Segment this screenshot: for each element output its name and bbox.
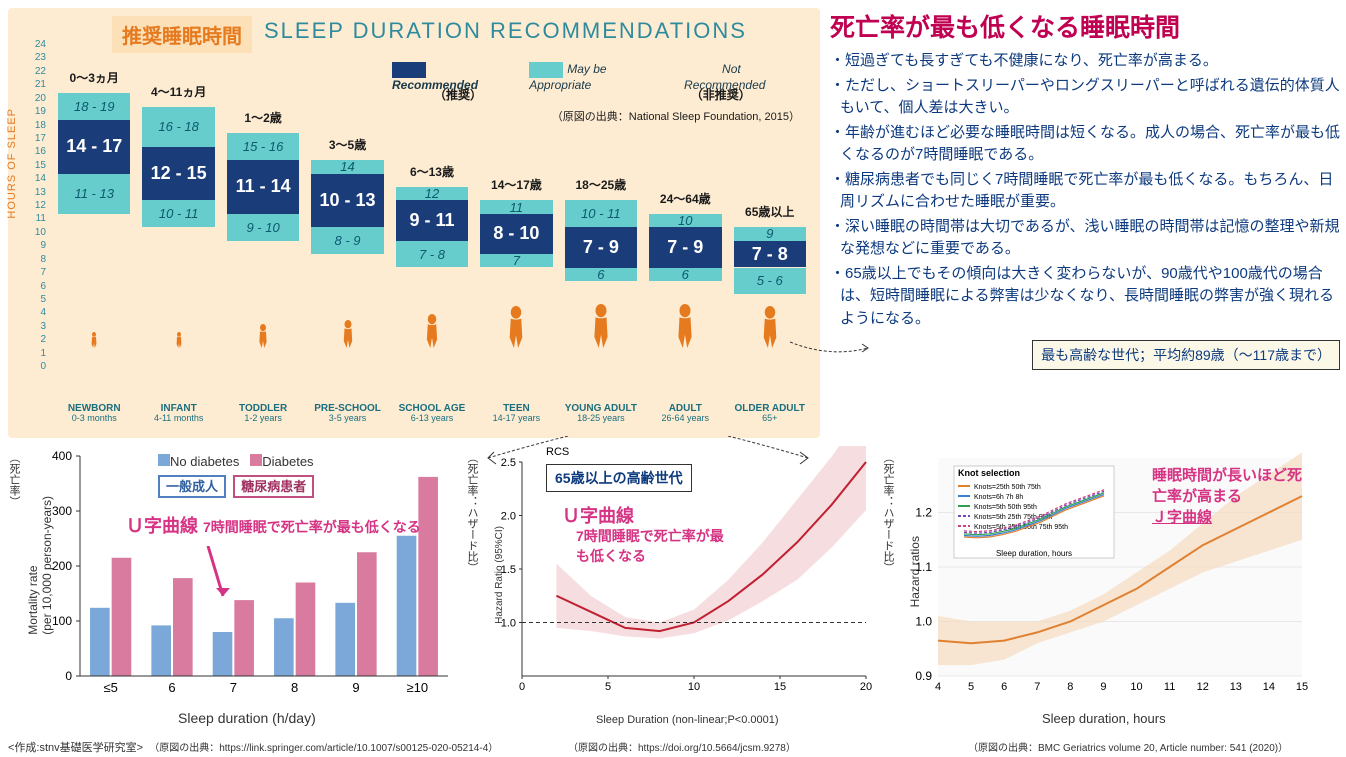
elderly-hazard-chart: RCS （死亡率：ハザード比） Hazard Ratio (95%CI) 1.0… xyxy=(466,446,876,726)
main-title-jp: 推奨睡眠時間 xyxy=(112,16,252,53)
svg-text:14: 14 xyxy=(1263,681,1275,693)
svg-text:8: 8 xyxy=(1067,681,1073,693)
diabetes-bar-chart: （死亡率） Mortality rate(per 10,000 person-y… xyxy=(8,446,460,726)
svg-text:11: 11 xyxy=(1164,681,1175,693)
svg-text:1.0: 1.0 xyxy=(915,615,932,629)
elderly-box-label: 65歳以上の高齢世代 xyxy=(546,464,692,492)
footer: <作成:stnv基礎医学研究室> （原図の出典：https://link.spr… xyxy=(8,739,1338,755)
bullet-list: ・短過ぎても長すぎても不健康になり、死亡率が高まる。・ただし、ショートスリーパー… xyxy=(830,50,1340,330)
svg-text:8: 8 xyxy=(291,680,298,695)
svg-text:1.0: 1.0 xyxy=(501,618,516,630)
svg-text:0: 0 xyxy=(519,681,525,693)
svg-text:9: 9 xyxy=(352,680,359,695)
svg-text:100: 100 xyxy=(52,614,72,628)
svg-text:0: 0 xyxy=(65,669,72,683)
oldest-generation-box: 最も高齢な世代；平均約89歳（～117歳まで） xyxy=(1032,340,1340,370)
svg-text:≥10: ≥10 xyxy=(407,680,429,695)
svg-text:7: 7 xyxy=(1034,681,1040,693)
sleep-recommendation-chart: 推奨睡眠時間 SLEEP DURATION RECOMMENDATIONS HO… xyxy=(8,8,820,438)
svg-text:200: 200 xyxy=(52,559,72,573)
svg-text:1.5: 1.5 xyxy=(501,564,516,576)
svg-text:0.9: 0.9 xyxy=(915,669,932,683)
svg-text:1.1: 1.1 xyxy=(915,560,932,574)
svg-text:2.0: 2.0 xyxy=(501,511,516,523)
svg-text:Knots=5th 50th 95th: Knots=5th 50th 95th xyxy=(974,504,1037,511)
oldest-jcurve-chart: （死亡率：ハザード比） Hazard ratios 0.91.01.11.245… xyxy=(882,446,1312,726)
svg-text:5: 5 xyxy=(968,681,974,693)
svg-text:15: 15 xyxy=(774,681,786,693)
svg-text:Knots=6h 7h 8h: Knots=6h 7h 8h xyxy=(974,494,1023,501)
svg-text:400: 400 xyxy=(52,449,72,463)
svg-text:≤5: ≤5 xyxy=(103,680,117,695)
sub1-xlabel: Sleep duration (h/day) xyxy=(178,710,316,726)
svg-text:2.5: 2.5 xyxy=(501,457,516,469)
age-columns: 0～3ヵ月18 - 1914 - 1711 - 13NEWBORN0-3 mon… xyxy=(52,68,812,428)
svg-text:7: 7 xyxy=(230,680,237,695)
svg-text:9: 9 xyxy=(1100,681,1106,693)
svg-text:13: 13 xyxy=(1230,681,1242,693)
svg-text:1.2: 1.2 xyxy=(915,506,932,520)
y-axis-label: HOURS OF SLEEP xyxy=(6,108,18,219)
svg-text:20: 20 xyxy=(860,681,872,693)
main-title-en: SLEEP DURATION RECOMMENDATIONS xyxy=(264,18,747,44)
svg-text:12: 12 xyxy=(1197,681,1209,693)
svg-text:Knots=25th 50th 75th: Knots=25th 50th 75th xyxy=(974,484,1041,491)
svg-text:6: 6 xyxy=(1001,681,1007,693)
y-axis-ticks: 2423222120191817161514131211109876543210 xyxy=(22,26,46,366)
svg-text:4: 4 xyxy=(935,681,941,693)
u-curve-label-1: Ｕ字曲線 7時間睡眠で死亡率が最も低くなる xyxy=(126,512,421,538)
sub-charts-row: （死亡率） Mortality rate(per 10,000 person-y… xyxy=(8,446,1338,726)
explanation-panel: 死亡率が最も低くなる睡眠時間 ・短過ぎても長すぎても不健康になり、死亡率が高まる… xyxy=(830,8,1340,370)
svg-text:300: 300 xyxy=(52,504,72,518)
svg-text:6: 6 xyxy=(168,680,175,695)
svg-text:10: 10 xyxy=(688,681,700,693)
panel-title: 死亡率が最も低くなる睡眠時間 xyxy=(830,8,1340,44)
svg-text:5: 5 xyxy=(605,681,611,693)
svg-text:15: 15 xyxy=(1296,681,1308,693)
svg-text:Knot selection: Knot selection xyxy=(958,468,1020,478)
svg-text:10: 10 xyxy=(1130,681,1142,693)
svg-text:Sleep duration, hours: Sleep duration, hours xyxy=(996,549,1072,558)
